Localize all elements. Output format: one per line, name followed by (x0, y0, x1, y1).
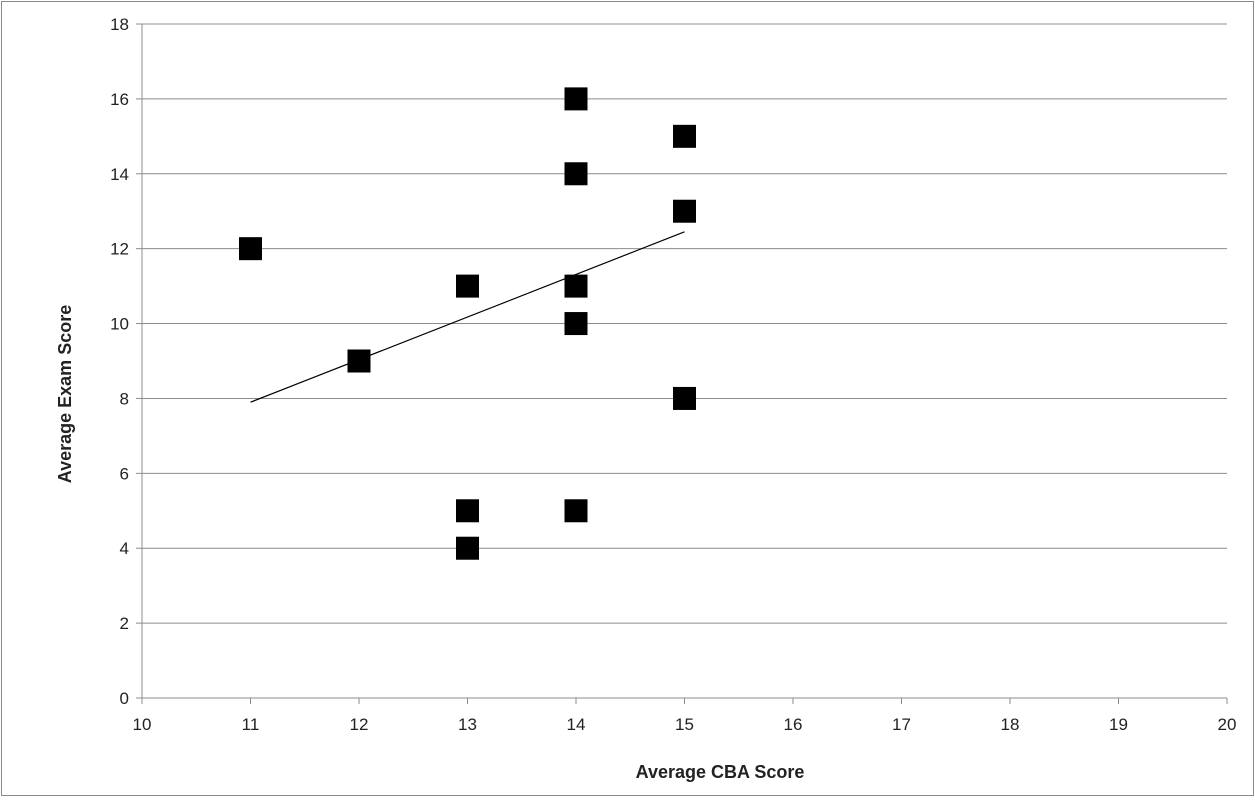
axes (136, 23, 1228, 704)
x-tick-label-10: 10 (133, 715, 152, 734)
y-tick-label-6: 6 (120, 464, 129, 483)
data-point-11 (673, 124, 696, 148)
data-point-9 (564, 312, 588, 336)
y-tick-label-14: 14 (110, 165, 129, 184)
y-tick-label-8: 8 (120, 389, 129, 408)
data-point-8 (564, 274, 588, 298)
x-tick-label-12: 12 (350, 715, 369, 734)
y-axis-title: Average Exam Score (55, 305, 75, 483)
x-tick-label-13: 13 (458, 715, 477, 734)
trendline-layer (250, 231, 685, 403)
x-axis-title: Average CBA Score (636, 762, 805, 782)
x-tick-label-16: 16 (784, 715, 803, 734)
data-point-13 (673, 386, 696, 410)
y-tick-label-16: 16 (110, 90, 129, 109)
y-tick-label-4: 4 (120, 539, 129, 558)
data-point-3 (456, 274, 479, 298)
data-point-7 (564, 162, 588, 186)
y-tick-label-18: 18 (110, 15, 129, 34)
data-point-10 (564, 499, 588, 523)
data-point-5 (456, 536, 479, 560)
tick-labels: 0 2 4 6 8 10 12 14 16 18 10 11 12 13 14 15 16 17 18 19 20 (110, 15, 1236, 734)
y-tick-label-2: 2 (120, 614, 129, 633)
y-tick-label-12: 12 (110, 240, 129, 259)
data-point-2 (347, 349, 371, 373)
x-tick-label-19: 19 (1109, 715, 1128, 734)
x-tick-label-14: 14 (567, 715, 586, 734)
x-tick-label-18: 18 (1001, 715, 1020, 734)
y-tick-label-10: 10 (110, 315, 129, 334)
trendline (250, 231, 685, 403)
data-point-4 (456, 499, 479, 523)
data-point-12 (673, 199, 696, 223)
y-tick-label-0: 0 (120, 689, 129, 708)
x-tick-label-20: 20 (1218, 715, 1237, 734)
data-point-6 (564, 87, 588, 111)
x-tick-label-17: 17 (892, 715, 911, 734)
grid-lines (142, 23, 1227, 624)
x-tick-label-11: 11 (242, 715, 260, 734)
data-point-1 (239, 237, 262, 261)
x-tick-label-15: 15 (675, 715, 694, 734)
data-points (239, 87, 696, 560)
